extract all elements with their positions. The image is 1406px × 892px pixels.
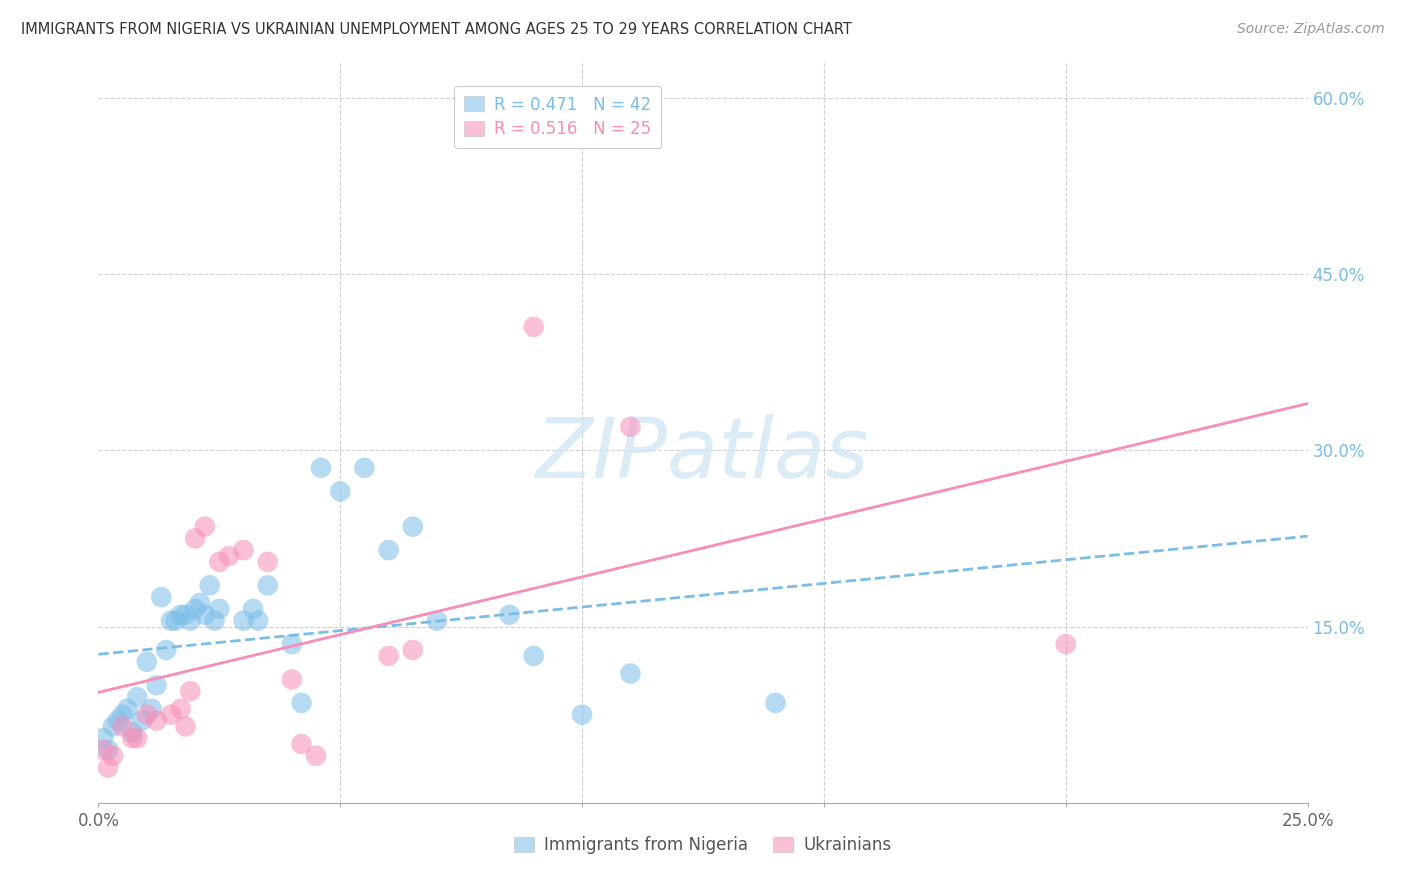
- Point: [329, 484, 352, 499]
- Point: [1054, 637, 1077, 651]
- Point: [127, 690, 149, 704]
- Point: [169, 702, 191, 716]
- Point: [184, 602, 207, 616]
- Point: [160, 614, 183, 628]
- Point: [247, 614, 270, 628]
- Point: [402, 643, 425, 657]
- Point: [121, 725, 143, 739]
- Point: [179, 614, 201, 628]
- Point: [101, 719, 124, 733]
- Point: [184, 532, 207, 546]
- Point: [188, 596, 211, 610]
- Point: [111, 707, 134, 722]
- Point: [256, 578, 278, 592]
- Point: [765, 696, 787, 710]
- Point: [97, 760, 120, 774]
- Point: [208, 555, 231, 569]
- Point: [174, 607, 197, 622]
- Point: [145, 714, 167, 728]
- Point: [208, 602, 231, 616]
- Text: Source: ZipAtlas.com: Source: ZipAtlas.com: [1237, 22, 1385, 37]
- Point: [160, 707, 183, 722]
- Point: [523, 648, 546, 663]
- Point: [127, 731, 149, 746]
- Point: [101, 748, 124, 763]
- Point: [150, 590, 173, 604]
- Point: [402, 519, 425, 533]
- Point: [97, 743, 120, 757]
- Point: [169, 607, 191, 622]
- Point: [135, 707, 157, 722]
- Point: [91, 731, 114, 746]
- Point: [165, 614, 187, 628]
- Point: [174, 719, 197, 733]
- Text: ZIPatlas: ZIPatlas: [536, 414, 870, 495]
- Point: [121, 731, 143, 746]
- Text: IMMIGRANTS FROM NIGERIA VS UKRAINIAN UNEMPLOYMENT AMONG AGES 25 TO 29 YEARS CORR: IMMIGRANTS FROM NIGERIA VS UKRAINIAN UNE…: [21, 22, 852, 37]
- Point: [194, 607, 217, 622]
- Point: [131, 714, 153, 728]
- Point: [135, 655, 157, 669]
- Point: [232, 614, 254, 628]
- Point: [145, 678, 167, 692]
- Point: [91, 743, 114, 757]
- Point: [218, 549, 240, 563]
- Point: [155, 643, 177, 657]
- Point: [194, 519, 217, 533]
- Point: [242, 602, 264, 616]
- Point: [498, 607, 520, 622]
- Point: [281, 673, 304, 687]
- Point: [309, 461, 332, 475]
- Point: [111, 719, 134, 733]
- Point: [179, 684, 201, 698]
- Point: [377, 648, 399, 663]
- Point: [281, 637, 304, 651]
- Point: [232, 543, 254, 558]
- Point: [523, 319, 546, 334]
- Point: [141, 702, 163, 716]
- Point: [290, 696, 312, 710]
- Point: [198, 578, 221, 592]
- Point: [619, 666, 641, 681]
- Legend: Immigrants from Nigeria, Ukrainians: Immigrants from Nigeria, Ukrainians: [508, 830, 898, 861]
- Point: [204, 614, 226, 628]
- Point: [107, 714, 129, 728]
- Point: [619, 419, 641, 434]
- Point: [305, 748, 328, 763]
- Point: [353, 461, 375, 475]
- Point: [290, 737, 312, 751]
- Point: [571, 707, 593, 722]
- Point: [256, 555, 278, 569]
- Point: [377, 543, 399, 558]
- Point: [426, 614, 449, 628]
- Point: [117, 702, 139, 716]
